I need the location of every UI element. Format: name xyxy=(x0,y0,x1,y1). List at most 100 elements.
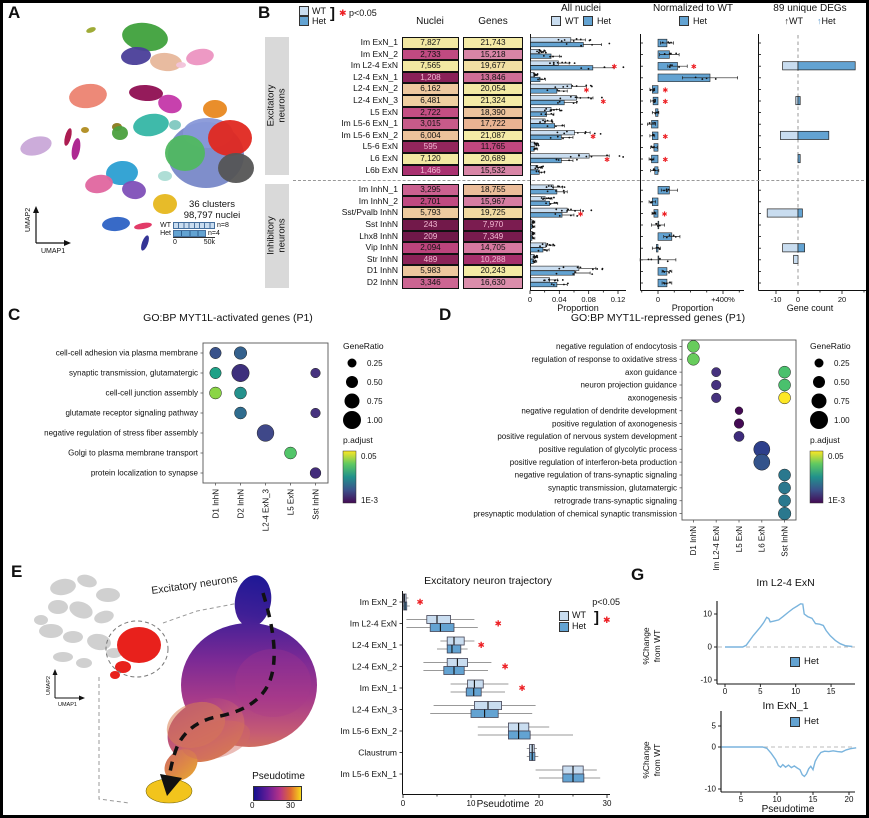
svg-text:0: 0 xyxy=(712,743,717,752)
svg-text:✱: ✱ xyxy=(416,597,423,607)
svg-text:cell-cell junction assembly: cell-cell junction assembly xyxy=(106,389,198,398)
legend-bracket: ] xyxy=(330,5,335,22)
umap-clusters-plot: UMAP2 UMAP1 xyxy=(20,22,254,255)
het-swatch xyxy=(299,16,309,26)
umap-cluster xyxy=(121,46,151,66)
svg-text:Im L2-4 ExN: Im L2-4 ExN xyxy=(350,619,397,629)
wt-swatch xyxy=(559,610,569,621)
nuclei-heat-cell: 595 xyxy=(402,141,459,153)
svg-text:regulation of response to oxid: regulation of response to oxidative stre… xyxy=(532,355,677,364)
genes-heat-cell: 10,288 xyxy=(463,253,523,266)
svg-text:20: 20 xyxy=(838,295,846,304)
svg-text:0: 0 xyxy=(528,295,532,304)
degs-xlabel: Gene count xyxy=(786,303,834,313)
panel-b-legend: WT Het xyxy=(299,6,326,26)
go-term-dot xyxy=(778,378,791,392)
svg-text:1E-3: 1E-3 xyxy=(828,496,845,505)
svg-text:negative regulation of stress: negative regulation of stress fiber asse… xyxy=(44,429,198,438)
go-term-dot xyxy=(231,364,250,382)
excitatory-highlight xyxy=(117,627,161,663)
nuclei-heat-cell: 6,004 xyxy=(402,129,459,142)
svg-text:positive regulation of glycoly: positive regulation of glycolytic proces… xyxy=(539,445,677,454)
svg-text:✱: ✱ xyxy=(501,662,508,672)
go-term-dot xyxy=(733,418,745,429)
all-nuclei-title: All nuclei xyxy=(560,3,602,14)
go-term-dot xyxy=(753,453,771,471)
pseudotime-legend-title: Pseudotime xyxy=(252,771,305,782)
umap-cluster xyxy=(150,52,182,72)
svg-text:L2-4 ExN_3: L2-4 ExN_3 xyxy=(261,488,270,531)
pseudotime-colorbar xyxy=(253,786,302,801)
svg-text:30: 30 xyxy=(603,799,612,808)
inset-tick-0: 0 xyxy=(173,239,177,246)
genes-column-header: Genes xyxy=(478,16,508,27)
all-nuclei-chart: 0 0.04 0.08 0.12 ✱ ✱ ✱ ✱ ✱ ✱ xyxy=(528,34,626,304)
svg-text:0: 0 xyxy=(708,643,713,652)
pseudotime-tick-30: 30 xyxy=(286,801,295,810)
inset-tick-50k: 50k xyxy=(203,239,215,246)
svg-text:0.50: 0.50 xyxy=(367,378,383,387)
go-term-dot xyxy=(778,391,791,405)
svg-text:0: 0 xyxy=(656,295,660,304)
go-term-dot xyxy=(209,386,222,400)
svg-text:GeneRatio: GeneRatio xyxy=(343,341,384,351)
go-term-dot xyxy=(310,407,321,419)
svg-text:5: 5 xyxy=(739,795,744,804)
svg-text:L2-4 ExN_2: L2-4 ExN_2 xyxy=(352,662,397,672)
excitatory-band xyxy=(265,37,289,175)
nuclei-heat-cell: 2,722 xyxy=(402,106,459,119)
het-legend-label: Het xyxy=(596,16,611,26)
svg-text:Golgi to plasma membrane trans: Golgi to plasma membrane transport xyxy=(68,449,199,458)
nuclei-heat-cell: 3,346 xyxy=(402,277,459,289)
svg-text:0.05: 0.05 xyxy=(361,452,377,461)
wt-up-arrow: ↑ xyxy=(784,16,789,26)
svg-text:+400%: +400% xyxy=(711,295,735,304)
panel-d-label: D xyxy=(439,305,452,324)
panel-f-title: Excitatory neuron trajectory xyxy=(424,575,552,587)
cluster-row-label: L2-4 ExN_1 xyxy=(353,71,398,82)
genes-heat-cell: 19,677 xyxy=(463,60,523,72)
svg-text:1.00: 1.00 xyxy=(367,416,383,425)
cluster-row-label: Im L5-6 ExN_1 xyxy=(341,118,398,129)
svg-text:-10: -10 xyxy=(771,295,782,304)
nuclei-heat-cell: 5,793 xyxy=(402,207,459,219)
genes-heat-cell: 14,705 xyxy=(463,242,523,254)
umap-cluster xyxy=(106,160,138,186)
cluster-row-label: Im ExN_2 xyxy=(360,48,398,59)
svg-text:✱: ✱ xyxy=(600,98,606,106)
genes-heat-cell: 16,630 xyxy=(463,277,523,289)
genes-heat-cell: 7,970 xyxy=(463,219,523,231)
svg-text:0.25: 0.25 xyxy=(834,359,850,368)
het-up-arrow: ↑ xyxy=(816,16,822,26)
svg-text:1.00: 1.00 xyxy=(834,416,850,425)
go-term-dot xyxy=(778,481,791,495)
svg-text:Im ExN_1: Im ExN_1 xyxy=(360,683,398,693)
inset-axis: 0 50k xyxy=(173,237,215,246)
svg-text:L5 ExN: L5 ExN xyxy=(735,526,744,552)
umap-cluster xyxy=(85,174,113,194)
nuclei-heat-cell: 243 xyxy=(402,219,459,231)
het-legend-label: Het xyxy=(804,656,819,667)
wt-legend-label: WT xyxy=(788,16,803,26)
svg-text:✱: ✱ xyxy=(691,63,697,71)
cluster-row-label: L6 ExN xyxy=(370,153,398,163)
nuclei-column-header: Nuclei xyxy=(416,16,444,27)
nuclei-heat-cell: 5,983 xyxy=(402,265,459,277)
go-term-dot xyxy=(234,386,247,400)
cluster-row-label: L2-4 ExN_3 xyxy=(353,95,398,105)
normalized-legend: Het xyxy=(627,16,759,26)
svg-text:D2 InhN: D2 InhN xyxy=(236,489,245,519)
svg-text:Im ExN_2: Im ExN_2 xyxy=(360,597,398,607)
go-term-dot xyxy=(687,340,700,353)
genes-heat-cell: 18,755 xyxy=(463,184,523,196)
pct-change-line xyxy=(721,746,857,778)
trajectory-arrowhead xyxy=(160,774,182,796)
svg-text:Sst InhN: Sst InhN xyxy=(311,489,320,520)
panel-g-label: G xyxy=(631,565,645,584)
pct-change-lines: 10 0 -10 0 5 10 15 5 0 -10 5 10 15 20 xyxy=(700,601,857,804)
g1-legend: Het xyxy=(790,656,819,667)
umap-cluster xyxy=(141,235,149,251)
het-legend-label: Het xyxy=(821,16,836,26)
svg-text:axonogenesis: axonogenesis xyxy=(628,394,677,403)
